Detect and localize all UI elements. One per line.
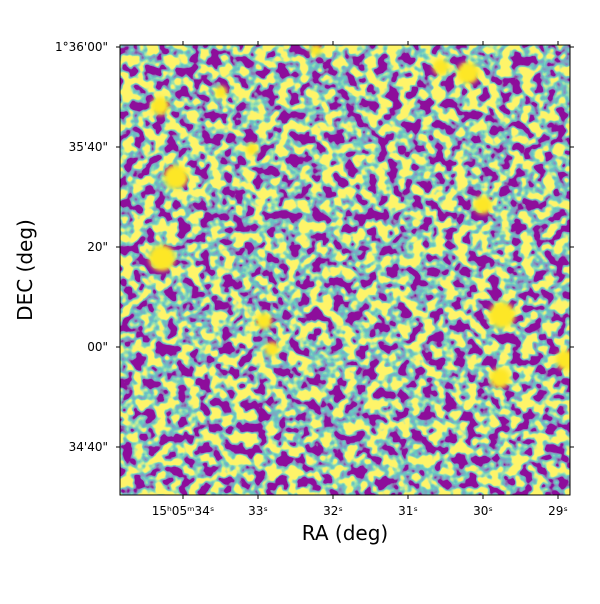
y-tick-label: 00" (87, 340, 108, 354)
y-axis-label: DEC (deg) (13, 219, 37, 321)
x-tick-label: 30ˢ (473, 504, 493, 518)
y-tick-label: 35'40" (69, 140, 108, 154)
x-tick-label: 33ˢ (248, 504, 268, 518)
plot-frame (119, 44, 571, 496)
x-axis-label: RA (deg) (302, 521, 388, 545)
x-tick-label: 15ʰ05ᵐ34ˢ (152, 504, 215, 518)
y-tick-label: 1°36'00" (55, 40, 108, 54)
y-tick-label: 20" (87, 240, 108, 254)
sky-image (120, 45, 570, 495)
y-tick-label: 34'40" (69, 440, 108, 454)
x-tick-label: 29ˢ (548, 504, 568, 518)
x-tick-label: 31ˢ (398, 504, 418, 518)
x-tick-label: 32ˢ (323, 504, 343, 518)
